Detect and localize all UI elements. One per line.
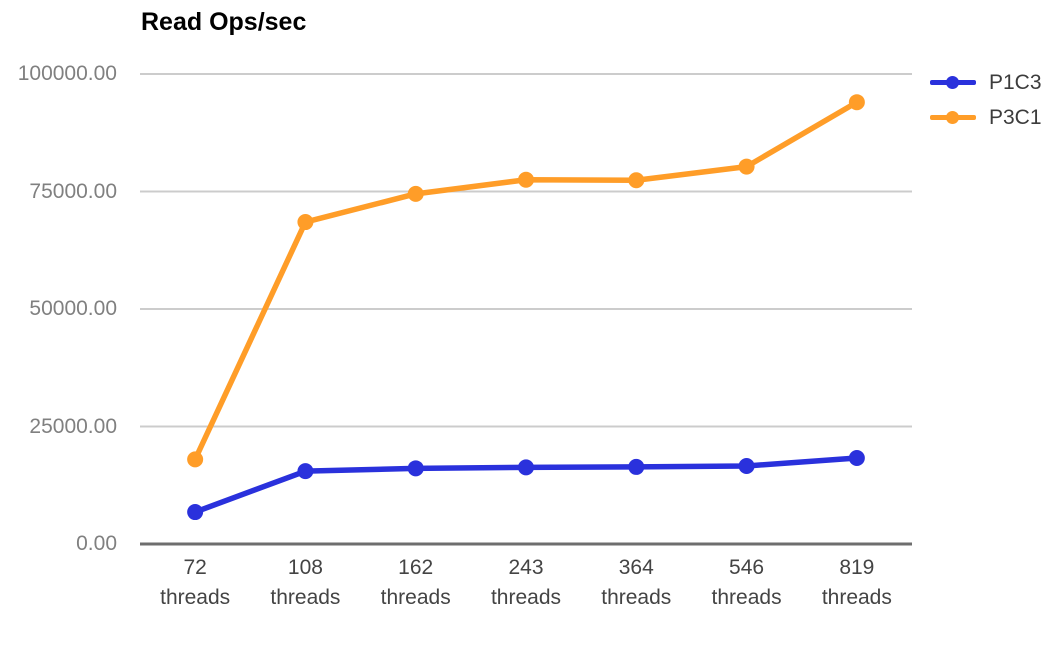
y-tick-label: 75000.00	[29, 179, 117, 203]
data-point-P1C3-162	[407, 460, 424, 477]
x-tick-label: 819 threads	[821, 556, 892, 609]
data-point-P3C1-162	[407, 185, 424, 202]
y-tick-label: 25000.00	[29, 414, 117, 438]
legend-item-p3c1: P3C1	[930, 100, 1042, 135]
data-point-P3C1-364	[628, 172, 645, 189]
data-point-P3C1-546	[738, 158, 755, 175]
x-tick-label: 546 threads	[711, 556, 782, 609]
data-point-P1C3-108	[297, 463, 314, 480]
x-tick-label: 108 threads	[270, 556, 341, 609]
data-point-P1C3-243	[518, 459, 534, 476]
x-tick-label: 243 threads	[490, 556, 562, 609]
data-point-P3C1-72	[187, 451, 204, 468]
legend-label: P3C1	[989, 105, 1042, 129]
chart-title: Read Ops/sec	[141, 8, 307, 36]
data-point-P3C1-819	[848, 94, 865, 111]
x-tick-label: 162 threads	[380, 556, 451, 609]
x-tick-label: 364 threads	[601, 556, 672, 609]
legend-marker-icon	[930, 76, 976, 90]
legend-marker-icon	[930, 111, 976, 125]
data-point-P1C3-546	[738, 457, 755, 474]
legend-item-p1c3: P1C3	[930, 65, 1042, 100]
series-line-P3C1	[192, 99, 860, 463]
x-tick-label: 72 threads	[160, 556, 231, 609]
data-point-P1C3-819	[848, 449, 865, 466]
y-tick-label: 100000.00	[17, 62, 117, 85]
data-point-P3C1-108	[297, 214, 314, 231]
data-point-P1C3-72	[187, 504, 204, 521]
y-tick-label: 0.00	[76, 532, 117, 555]
y-tick-label: 50000.00	[29, 297, 117, 320]
data-point-P3C1-243	[518, 171, 534, 188]
legend: P1C3 P3C1	[930, 65, 1042, 135]
legend-label: P1C3	[989, 70, 1042, 94]
data-point-P1C3-364	[628, 458, 645, 475]
